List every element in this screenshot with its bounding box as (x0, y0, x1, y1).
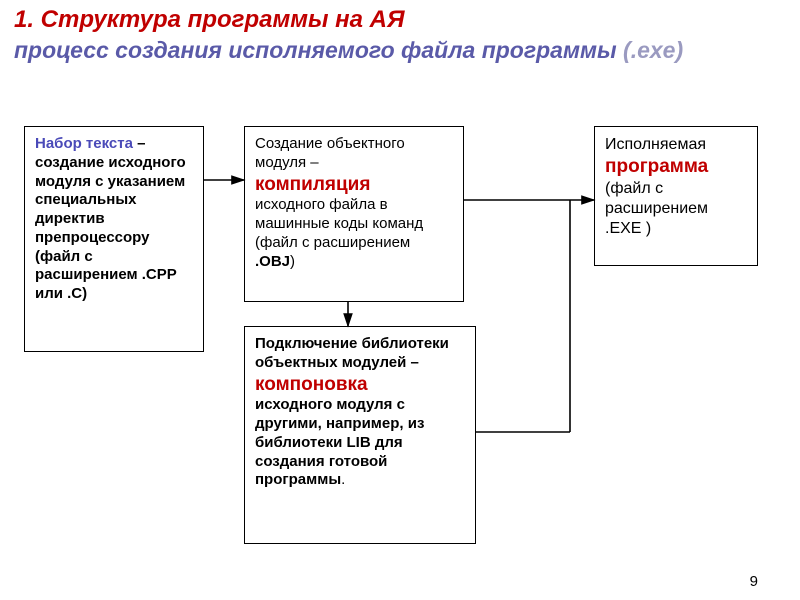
box2-ext: .OBJ (255, 253, 290, 270)
box2-keyword: компиляция (255, 173, 453, 197)
box4-rest: (файл с расширением .EXE ) (605, 179, 747, 239)
box-source-typing: Набор текста – создание исходного модуля… (24, 126, 204, 352)
box3-line1: Подключение библиотеки объектных модулей… (255, 335, 465, 373)
page-number: 9 (750, 573, 758, 590)
page-title: 1. Структура программы на АЯ (0, 0, 800, 36)
box1-lead: Набор текста (35, 135, 133, 152)
box2-tail: ) (290, 253, 295, 270)
box2-line1: Создание объектного модуля – (255, 135, 453, 173)
box3-tail: . (341, 471, 345, 488)
subtitle-ext: (.exe) (623, 37, 683, 63)
title-text: 1. Структура программы на АЯ (14, 6, 404, 33)
box3-keyword: компоновка (255, 373, 465, 397)
box2-rest: исходного файла в машинные коды команд (… (255, 196, 423, 251)
subtitle-main: процесс создания исполняемого файла прог… (14, 37, 623, 63)
box-linking: Подключение библиотеки объектных модулей… (244, 326, 476, 544)
box-compilation: Создание объектного модуля – компиляция … (244, 126, 464, 302)
box4-line1: Исполняемая (605, 135, 747, 155)
box4-keyword: программа (605, 155, 747, 179)
box1-rest: – создание исходного модуля с указанием … (35, 135, 186, 302)
box-executable: Исполняемая программа (файл с расширение… (594, 126, 758, 266)
box3-rest: исходного модуля с другими, например, из… (255, 396, 424, 488)
page-subtitle: процесс создания исполняемого файла прог… (0, 36, 800, 71)
